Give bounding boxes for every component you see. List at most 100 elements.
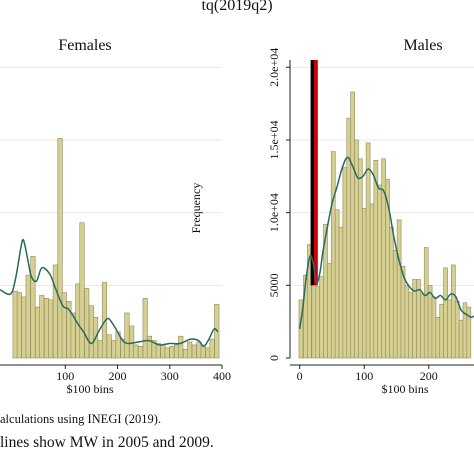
females-bar xyxy=(160,344,166,359)
females-bar xyxy=(124,312,130,359)
males-bar xyxy=(369,203,375,359)
males-bar xyxy=(346,117,352,359)
males-bar xyxy=(350,91,355,359)
males-y-tick-label: 0 xyxy=(267,355,281,361)
males-bar xyxy=(389,226,394,359)
females-bar xyxy=(16,292,22,359)
males-y-tick-label: 5000 xyxy=(267,273,281,297)
females-x-ticks: 100 200 300 400 xyxy=(56,365,231,383)
males-bar xyxy=(361,207,367,359)
males-y-tick-label: 1.5e+04 xyxy=(267,120,281,159)
females-bar xyxy=(57,138,63,359)
males-bar xyxy=(466,306,472,359)
males-bar xyxy=(327,263,332,359)
males-mw-line xyxy=(313,60,318,286)
males-x-axis-label: $100 bins xyxy=(381,382,428,396)
panel-females: Females 100 200 300 400 $100 bins xyxy=(0,37,231,396)
females-bar xyxy=(52,264,58,359)
females-bar xyxy=(30,255,36,359)
chart-title: tq(2019q2) xyxy=(201,0,272,14)
males-bar xyxy=(423,247,429,359)
females-bar xyxy=(191,344,197,359)
males-bar xyxy=(315,286,321,359)
females-bar xyxy=(137,346,144,359)
females-bar xyxy=(209,338,215,359)
females-x-tick-label: 100 xyxy=(56,369,74,383)
males-bar xyxy=(458,319,464,359)
females-bar xyxy=(187,341,193,359)
males-x-ticks: 0 100 200 xyxy=(297,365,438,383)
females-bar xyxy=(182,348,188,359)
males-bars xyxy=(298,91,472,359)
males-bar xyxy=(447,299,452,359)
males-bar xyxy=(427,285,433,359)
males-bar xyxy=(338,226,344,359)
males-density-line xyxy=(298,156,474,330)
males-bar xyxy=(416,279,421,359)
females-bar xyxy=(61,292,67,359)
panel-title-males: Males xyxy=(403,37,442,54)
females-bar xyxy=(133,344,139,359)
males-y-axis-label: Frequency xyxy=(189,183,203,234)
females-bar xyxy=(111,340,117,359)
panel-title-females: Females xyxy=(58,37,111,54)
females-bar xyxy=(39,295,45,359)
females-bar xyxy=(142,298,148,359)
males-bar xyxy=(298,299,304,359)
females-x-tick-label: 400 xyxy=(213,369,231,383)
males-x-tick-label: 0 xyxy=(297,369,303,383)
males-bar xyxy=(358,158,363,359)
males-bar xyxy=(443,267,448,359)
females-bar xyxy=(12,290,18,359)
males-bar xyxy=(420,293,425,359)
males-bar xyxy=(439,303,445,359)
males-y-ticks: 0 5000 1.0e+04 1.5e+04 2.0e+04 xyxy=(267,48,290,361)
males-bar xyxy=(451,264,456,359)
females-bar xyxy=(101,282,108,359)
females-bar xyxy=(79,222,85,359)
females-x-axis-label: $100 bins xyxy=(66,382,113,396)
females-bar xyxy=(196,341,202,359)
source-note: alculations using INEGI (2019). xyxy=(0,412,162,426)
males-bar xyxy=(377,184,383,359)
females-bar xyxy=(174,344,180,359)
females-bar xyxy=(169,346,175,359)
males-bar xyxy=(330,151,336,359)
females-bars xyxy=(12,138,220,359)
males-bar xyxy=(307,244,312,359)
males-y-tick-label: 1.0e+04 xyxy=(267,193,281,232)
males-mw-line xyxy=(310,60,315,286)
figure-caption: lines show MW in 2005 and 2009. xyxy=(0,434,214,451)
males-bar xyxy=(454,301,460,359)
males-bar xyxy=(365,142,371,359)
females-bar xyxy=(48,299,54,359)
males-bar xyxy=(408,292,414,359)
females-bar xyxy=(35,306,41,359)
females-gridlines xyxy=(0,66,222,286)
males-bar xyxy=(373,160,379,359)
males-bar xyxy=(435,316,441,359)
males-bar xyxy=(319,276,324,359)
females-bar xyxy=(21,296,27,359)
females-bar xyxy=(178,335,184,359)
females-bar xyxy=(106,334,112,359)
females-bar xyxy=(146,335,152,359)
females-bar xyxy=(84,287,90,359)
males-y-tick-label: 2.0e+04 xyxy=(267,48,281,87)
females-bar xyxy=(129,325,135,359)
males-mw-lines xyxy=(310,60,318,286)
males-x-tick-label: 100 xyxy=(355,369,373,383)
females-x-tick-label: 200 xyxy=(109,369,127,383)
females-bar xyxy=(25,274,31,359)
males-bar xyxy=(404,285,410,359)
males-bar xyxy=(396,219,402,359)
females-x-tick-label: 300 xyxy=(161,369,179,383)
females-bar xyxy=(43,298,50,359)
panel-males: Males Frequency 0 5000 1.0e+04 1.5e+04 2.0e+… xyxy=(189,37,474,396)
males-bar xyxy=(431,296,437,359)
males-bar xyxy=(392,250,398,359)
females-bar xyxy=(205,347,211,359)
males-x-tick-label: 200 xyxy=(420,369,438,383)
males-bar xyxy=(342,167,348,359)
